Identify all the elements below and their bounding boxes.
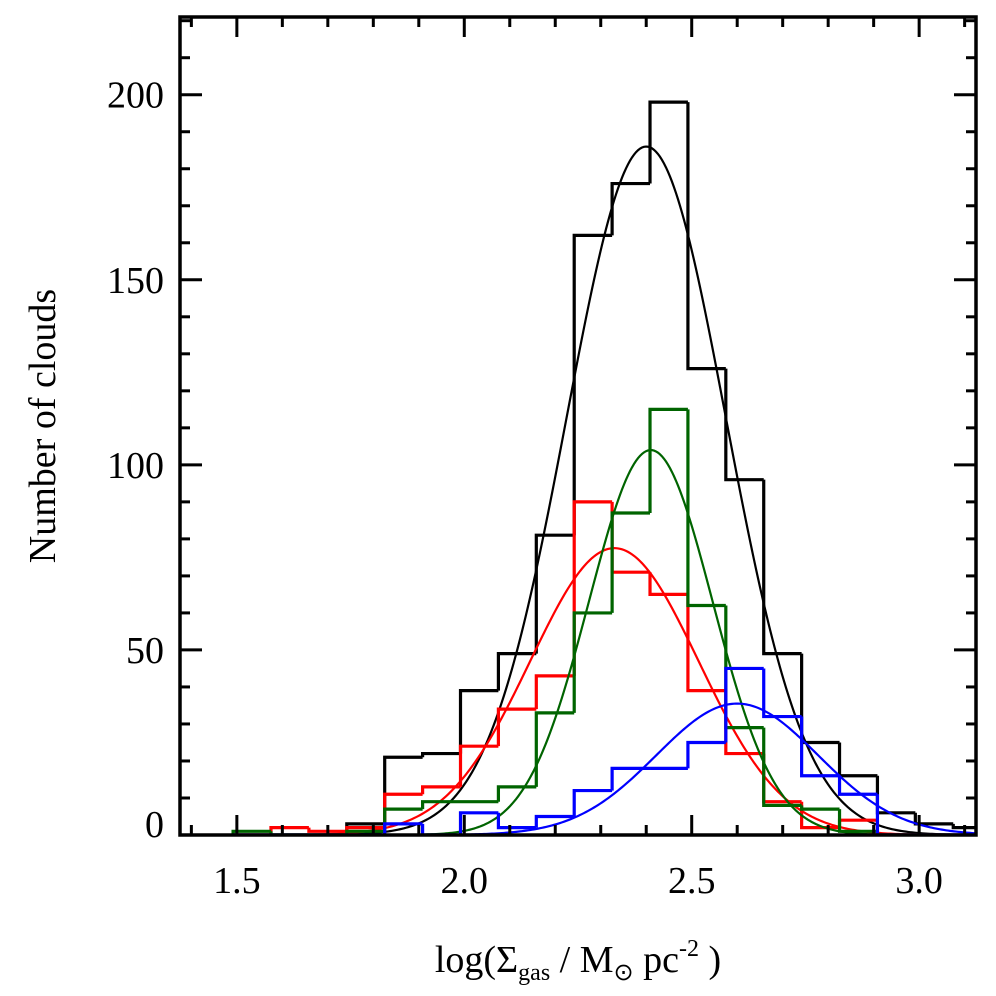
histogram-bin (875, 794, 916, 835)
histogram-bin (724, 690, 764, 756)
histogram-bin (610, 766, 651, 791)
series-2 (180, 407, 976, 835)
histogram-bin (875, 775, 916, 815)
histogram-bin (724, 605, 764, 730)
ticks-layer (180, 17, 976, 837)
histogram-bin (496, 785, 537, 802)
plot-frame (178, 15, 978, 837)
histogram-bin (724, 368, 764, 482)
histogram-bin (534, 533, 575, 654)
histogram-bin (610, 511, 651, 613)
y-tick-label: 0 (145, 804, 164, 846)
histogram-bin (496, 707, 537, 747)
series-layer (180, 100, 976, 835)
histogram-bin (496, 652, 537, 691)
histogram-bin (724, 666, 764, 743)
histogram-bin (762, 668, 802, 719)
y-axis-label: Number of clouds (22, 289, 64, 563)
histogram-bin (307, 827, 347, 833)
histogram-bin (420, 751, 461, 758)
y-tick-label: 200 (107, 75, 164, 117)
histogram-bin (800, 716, 840, 778)
histogram-bin (686, 102, 726, 371)
histogram-bin (837, 775, 878, 796)
gaussian-fit-curve (180, 702, 976, 835)
x-tick-label: 3.0 (895, 860, 943, 902)
gaussian-fit-curve (180, 145, 976, 835)
histogram-bin (534, 674, 575, 710)
histogram-bin (648, 100, 688, 184)
histogram-bin (496, 812, 537, 830)
histogram-bin (648, 407, 688, 513)
histogram-bin (458, 811, 499, 835)
histogram-bin (686, 740, 726, 769)
series-3 (180, 666, 976, 835)
histogram-bin (610, 181, 651, 236)
histogram-bin (648, 572, 688, 597)
histogram-bin (572, 788, 613, 817)
histogram-bin (837, 818, 878, 828)
histogram-bin (269, 831, 309, 835)
histogram-bin (458, 689, 499, 754)
histogram-bin (534, 814, 575, 828)
x-axis-label: log(Σgas / M⊙ pc-2 ) (435, 936, 721, 986)
histogram-bin (420, 785, 461, 795)
histogram-bin (913, 812, 954, 826)
histogram-bin (572, 233, 613, 536)
histogram-bin (800, 805, 840, 811)
histogram-bin (800, 653, 840, 745)
y-tick-label: 150 (107, 260, 164, 302)
x-tick-label: 2.5 (668, 860, 716, 902)
histogram-bin (534, 711, 575, 787)
histogram-bin (420, 823, 461, 835)
histogram-bin (762, 479, 802, 656)
gaussian-fit-curve (180, 448, 976, 835)
histogram-bin (837, 742, 878, 778)
tick-labels: 1.5 2.0 2.5 3.0 0 50 100 150 200 (107, 75, 943, 902)
series-0 (180, 100, 976, 835)
histogram-bin (383, 755, 423, 824)
y-tick-label: 100 (107, 445, 164, 487)
histogram-bin (420, 800, 461, 810)
histogram-bin (572, 611, 613, 713)
x-tick-label: 1.5 (213, 860, 261, 902)
series-1 (180, 500, 976, 835)
y-tick-label: 50 (126, 630, 164, 672)
histogram-bin (951, 823, 976, 830)
histogram-bin (762, 727, 802, 807)
x-tick-label: 2.0 (441, 860, 489, 902)
histogram-bin (383, 822, 423, 835)
